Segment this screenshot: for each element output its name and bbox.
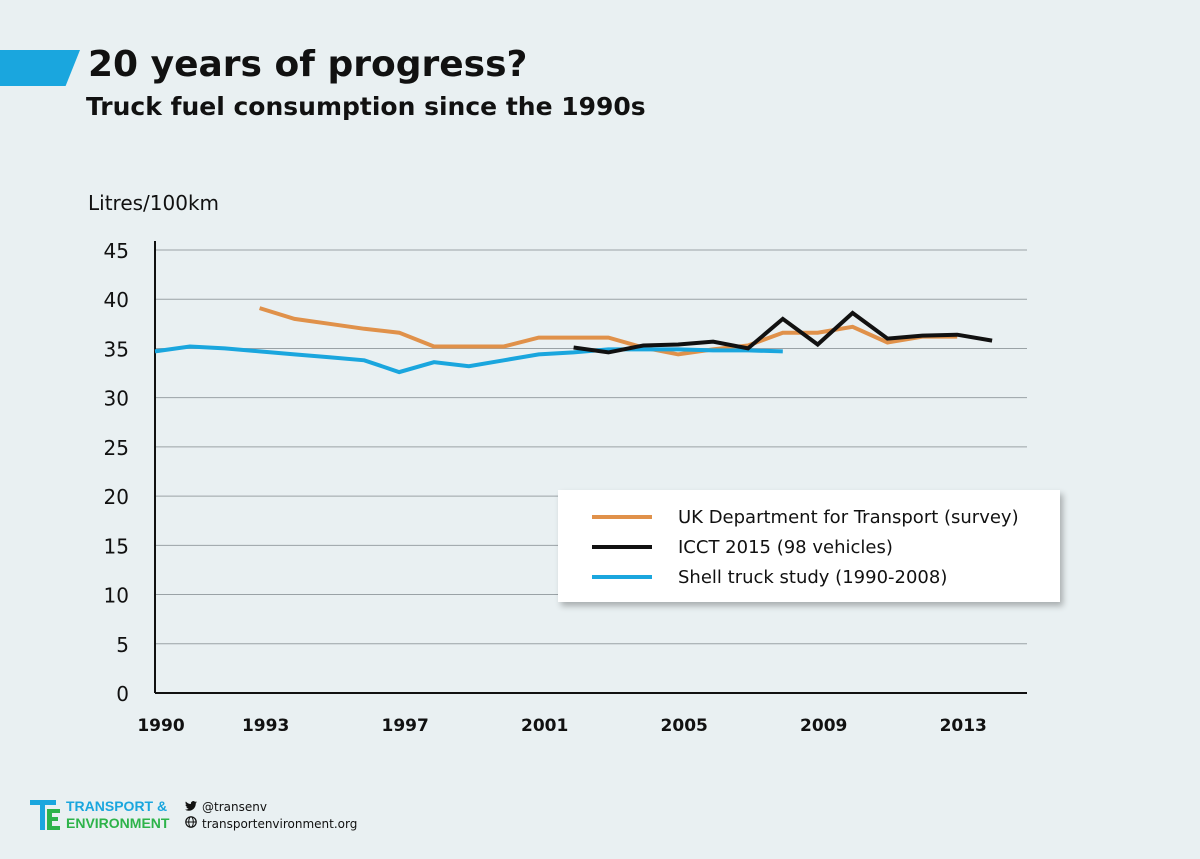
legend-swatch-icct [592, 545, 652, 549]
brand-name: TRANSPORT & ENVIRONMENT [66, 798, 169, 832]
legend-swatch-uk-dft [592, 515, 652, 519]
legend-label-icct: ICCT 2015 (98 vehicles) [678, 536, 893, 558]
legend-item-uk-dft: UK Department for Transport (survey) [558, 502, 1060, 532]
chart-title: 20 years of progress? [88, 44, 528, 85]
brand-line-1: TRANSPORT & [66, 798, 168, 814]
legend: UK Department for Transport (survey) ICC… [558, 490, 1060, 602]
series-line-shell [154, 344, 783, 375]
x-tick-labels: 1990 1993 1997 2001 2005 2009 2013 [137, 716, 987, 736]
legend-label-shell: Shell truck study (1990-2008) [678, 566, 948, 588]
x-tick-label-2001: 2001 [521, 716, 568, 736]
x-tick-label-1990: 1990 [137, 716, 184, 736]
legend-item-icct: ICCT 2015 (98 vehicles) [558, 532, 1060, 562]
brand-line-2: ENVIRONMENT [66, 815, 170, 831]
y-tick-label-5: 5 [116, 633, 129, 657]
transport-environment-logo-icon [30, 800, 60, 830]
x-tick-label-2009: 2009 [800, 716, 847, 736]
legend-swatch-shell [592, 575, 652, 579]
social-links: @transenv transportenvironment.org [184, 799, 357, 833]
y-tick-label-0: 0 [116, 682, 129, 706]
legend-label-uk-dft: UK Department for Transport (survey) [678, 506, 1019, 528]
x-tick-label-1997: 1997 [381, 716, 428, 736]
y-tick-labels: 0 5 10 15 20 25 30 35 40 45 [104, 239, 129, 706]
y-axis-label: Litres/100km [88, 191, 220, 215]
website-link[interactable]: transportenvironment.org [202, 817, 358, 831]
chart-axes [154, 241, 1027, 694]
y-tick-label-35: 35 [104, 337, 129, 361]
x-tick-label-2013: 2013 [940, 716, 987, 736]
twitter-handle[interactable]: @transenv [202, 800, 267, 814]
title-accent-bar [0, 50, 80, 86]
series-line-uk-dft [259, 306, 958, 357]
y-tick-label-10: 10 [104, 584, 129, 608]
globe-icon [184, 816, 198, 833]
x-tick-label-2005: 2005 [661, 716, 708, 736]
y-tick-label-45: 45 [104, 239, 129, 263]
x-tick-label-1993: 1993 [242, 716, 289, 736]
y-tick-label-30: 30 [104, 387, 129, 411]
y-tick-label-20: 20 [104, 485, 129, 509]
legend-item-shell: Shell truck study (1990-2008) [558, 562, 1060, 592]
series-line-icct [573, 310, 993, 355]
twitter-icon [184, 799, 198, 816]
y-tick-label-40: 40 [104, 288, 129, 312]
series-lines [154, 306, 993, 375]
y-tick-label-25: 25 [104, 436, 129, 460]
y-tick-label-15: 15 [104, 534, 129, 558]
chart-subtitle: Truck fuel consumption since the 1990s [86, 92, 646, 121]
